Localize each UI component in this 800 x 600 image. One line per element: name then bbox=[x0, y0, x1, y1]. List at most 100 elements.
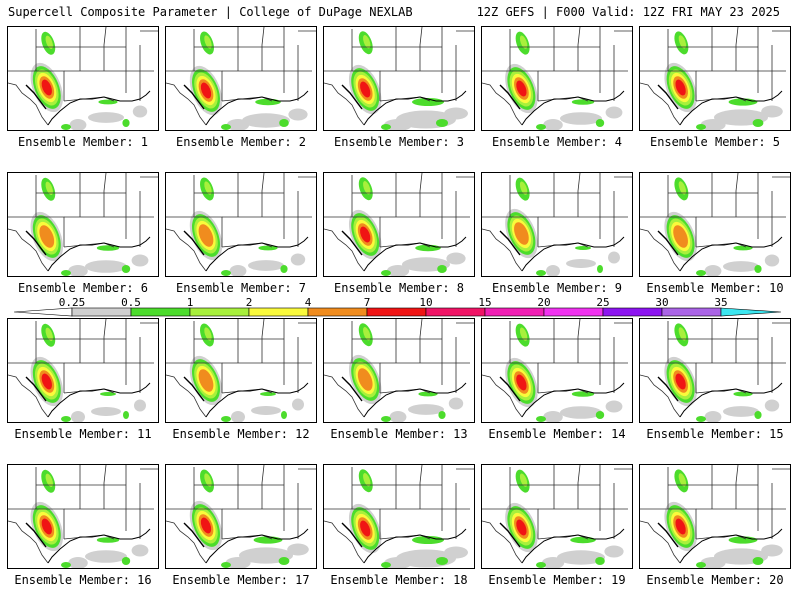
scale-level-label: 20 bbox=[537, 296, 550, 309]
gulf-coast-field bbox=[221, 245, 306, 276]
scale-segment bbox=[366, 307, 427, 317]
coastline bbox=[521, 382, 625, 418]
ensemble-map-panel bbox=[7, 464, 159, 569]
ensemble-map-panel bbox=[481, 26, 633, 131]
gulf-coast-field bbox=[536, 99, 623, 130]
scp-map bbox=[166, 27, 316, 130]
coastline bbox=[363, 236, 467, 272]
ensemble-map-panel bbox=[323, 464, 475, 569]
scp-band bbox=[675, 518, 686, 535]
scale-segment bbox=[71, 307, 132, 317]
ensemble-member-label: Ensemble Member: 15 bbox=[646, 427, 784, 441]
scp-band bbox=[360, 81, 371, 98]
rio-grande bbox=[341, 522, 363, 548]
scale-level-label: 7 bbox=[364, 296, 371, 309]
gulf-coast-field bbox=[381, 536, 468, 568]
ensemble-map-panel bbox=[7, 26, 159, 131]
rio-grande bbox=[183, 376, 205, 402]
rio-grande bbox=[183, 230, 205, 256]
ensemble-map-panel bbox=[323, 172, 475, 277]
scale-segment bbox=[602, 307, 663, 317]
rio-grande bbox=[657, 230, 679, 256]
ensemble-map-panel bbox=[481, 172, 633, 277]
scp-map bbox=[166, 173, 316, 276]
coastline bbox=[679, 382, 783, 418]
scp-band bbox=[200, 517, 212, 534]
coastline bbox=[521, 90, 625, 126]
boundary-lines bbox=[324, 465, 474, 564]
scp-band bbox=[360, 226, 371, 243]
scp-band bbox=[673, 225, 688, 248]
rio-grande bbox=[25, 376, 47, 402]
rio-grande bbox=[183, 84, 205, 110]
scp-band bbox=[41, 373, 52, 390]
ensemble-member-label: Ensemble Member: 2 bbox=[175, 135, 307, 149]
scp-map bbox=[166, 465, 316, 568]
boundary-lines bbox=[640, 173, 790, 272]
coastline bbox=[679, 236, 783, 272]
boundary-lines bbox=[166, 173, 316, 272]
ensemble-map-panel bbox=[639, 318, 791, 423]
gulf-coast-field bbox=[696, 245, 780, 276]
boundary-lines bbox=[8, 173, 158, 272]
boundary-lines bbox=[324, 27, 474, 126]
gulf-coast-field bbox=[696, 98, 783, 130]
coastline bbox=[47, 90, 151, 126]
gulf-coast-field bbox=[696, 536, 783, 568]
rio-grande bbox=[657, 522, 679, 548]
scale-level-label: 0.5 bbox=[121, 296, 141, 309]
gulf-coast-field bbox=[536, 536, 624, 568]
rio-grande bbox=[25, 522, 47, 548]
coastline bbox=[363, 90, 467, 126]
rio-grande bbox=[341, 230, 363, 256]
gulf-coast-field bbox=[221, 98, 308, 130]
gulf-coast-field bbox=[381, 244, 466, 276]
gulf-coast-field bbox=[221, 392, 304, 422]
ensemble-member-label: Ensemble Member: 9 bbox=[491, 281, 623, 295]
ensemble-map-panel bbox=[639, 172, 791, 277]
ensemble-map-panel bbox=[7, 318, 159, 423]
ensemble-member-label: Ensemble Member: 14 bbox=[488, 427, 626, 441]
ensemble-member-label: Ensemble Member: 4 bbox=[491, 135, 623, 149]
rio-grande bbox=[499, 522, 521, 548]
scale-high-arrow bbox=[720, 307, 782, 317]
scp-band bbox=[198, 224, 214, 247]
ensemble-map-panel bbox=[323, 26, 475, 131]
scale-level-label: 0.25 bbox=[59, 296, 86, 309]
rio-grande bbox=[341, 84, 363, 110]
scp-band bbox=[39, 225, 55, 248]
coastline bbox=[47, 528, 151, 564]
boundary-lines bbox=[8, 319, 158, 418]
gulf-coast-field bbox=[61, 392, 146, 422]
ensemble-map-panel bbox=[481, 318, 633, 423]
scale-level-label: 15 bbox=[478, 296, 491, 309]
boundary-lines bbox=[640, 465, 790, 564]
scale-segment bbox=[661, 307, 722, 317]
ensemble-member-label: Ensemble Member: 11 bbox=[14, 427, 152, 441]
rio-grande bbox=[25, 84, 47, 110]
scale-level-label: 35 bbox=[714, 296, 727, 309]
scale-level-label: 25 bbox=[596, 296, 609, 309]
ensemble-member-label: Ensemble Member: 16 bbox=[14, 573, 152, 587]
scp-map bbox=[8, 319, 158, 422]
scale-segment bbox=[425, 307, 486, 317]
gulf-coast-field bbox=[696, 391, 780, 422]
scp-map bbox=[640, 319, 790, 422]
scale-segment bbox=[543, 307, 604, 317]
ensemble-member-label: Ensemble Member: 5 bbox=[649, 135, 781, 149]
scp-map bbox=[324, 319, 474, 422]
ensemble-member-label: Ensemble Member: 10 bbox=[646, 281, 784, 295]
gulf-coast-field bbox=[221, 536, 309, 568]
product-title: Supercell Composite Parameter | College … bbox=[8, 5, 413, 19]
rio-grande bbox=[499, 230, 521, 256]
color-scale-bar: 0.25 0.5 1 2 4 7 10 15 20 25 30 35 bbox=[13, 296, 782, 317]
scp-band bbox=[516, 374, 527, 391]
ensemble-member-label: Ensemble Member: 13 bbox=[330, 427, 468, 441]
scp-band bbox=[200, 82, 212, 99]
rio-grande bbox=[499, 84, 521, 110]
rio-grande bbox=[341, 376, 363, 402]
scp-band bbox=[514, 222, 529, 245]
scp-band bbox=[357, 368, 373, 391]
scale-segment bbox=[248, 307, 309, 317]
scp-map bbox=[482, 319, 632, 422]
